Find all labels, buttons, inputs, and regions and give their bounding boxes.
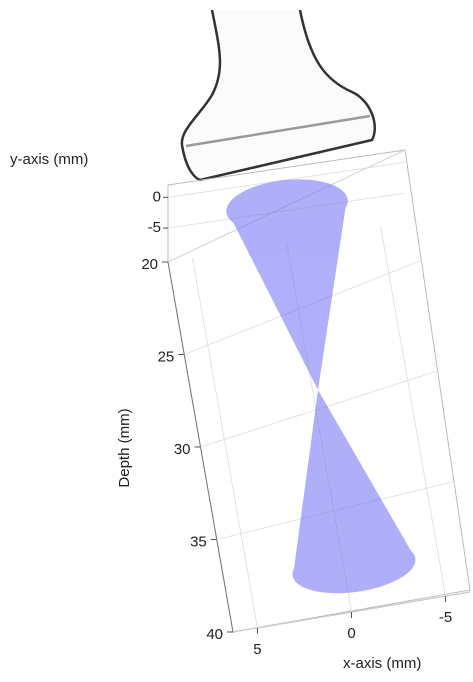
beam <box>224 174 419 601</box>
y-axis-label: y-axis (mm) <box>10 151 88 168</box>
x-tick-label: 0 <box>347 625 355 642</box>
chart: 20 25 30 35 40 5 0 -5 0 -5 y-axis (mm) Depth (mm)… <box>0 0 473 677</box>
z-tick-label: 25 <box>158 348 175 365</box>
x-tick-label: 5 <box>253 641 261 658</box>
z-tick-label: 35 <box>190 533 207 550</box>
z-tick-label: 40 <box>206 626 223 643</box>
grid-line <box>192 258 257 628</box>
y-tick-label: 0 <box>153 188 161 205</box>
y-tick-label: -5 <box>148 219 161 236</box>
z-tick-label: 20 <box>141 256 158 273</box>
z-axis-label: Depth (mm) <box>116 408 133 487</box>
x-tick-label: -5 <box>439 609 452 626</box>
x-axis-label: x-axis (mm) <box>343 655 421 672</box>
z-tick-label: 30 <box>174 441 191 458</box>
transducer <box>182 10 375 180</box>
